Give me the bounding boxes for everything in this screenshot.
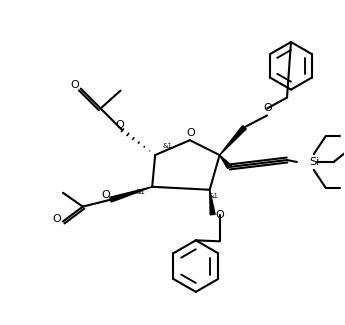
Text: Si: Si [309,157,319,167]
Text: O: O [215,210,224,220]
Text: &1: &1 [135,189,145,195]
Text: &1: &1 [209,193,219,199]
Polygon shape [220,155,231,169]
Polygon shape [210,190,215,215]
Polygon shape [220,126,246,155]
Text: O: O [53,214,61,224]
Text: O: O [186,128,195,138]
Text: O: O [101,190,110,200]
Text: &1: &1 [162,143,172,149]
Polygon shape [110,187,152,202]
Text: O: O [115,120,124,130]
Text: O: O [264,103,273,113]
Text: O: O [70,80,79,90]
